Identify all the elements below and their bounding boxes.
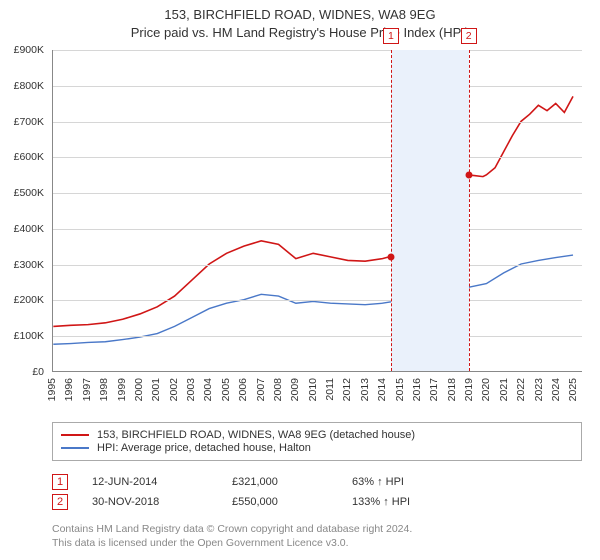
sale-marker-label: 1 xyxy=(383,28,399,44)
y-axis-label: £200K xyxy=(14,294,44,306)
gridline xyxy=(53,265,582,266)
x-axis-label: 1998 xyxy=(98,378,110,401)
x-axis-label: 2003 xyxy=(185,378,197,401)
y-axis-label: £600K xyxy=(14,151,44,163)
x-axis-label: 1995 xyxy=(46,378,58,401)
x-axis-label: 2004 xyxy=(202,378,214,401)
y-axis-label: £100K xyxy=(14,330,44,342)
x-axis-label: 2016 xyxy=(411,378,423,401)
x-axis-label: 2024 xyxy=(550,378,562,401)
gridline xyxy=(53,300,582,301)
x-axis-label: 2013 xyxy=(359,378,371,401)
y-axis-label: £900K xyxy=(14,44,44,56)
x-axis-label: 2020 xyxy=(480,378,492,401)
sale-marker-dot xyxy=(387,254,394,261)
sale-row: 2 30-NOV-2018 £550,000 133% ↑ HPI xyxy=(52,494,582,510)
y-axis-label: £300K xyxy=(14,259,44,271)
sale-price: £321,000 xyxy=(232,476,352,488)
sale-vline xyxy=(391,50,392,371)
legend-swatch xyxy=(61,447,89,449)
series-line-property xyxy=(53,96,573,326)
gridline xyxy=(53,193,582,194)
sale-hpi: 133% ↑ HPI xyxy=(352,496,472,508)
sale-row: 1 12-JUN-2014 £321,000 63% ↑ HPI xyxy=(52,474,582,490)
highlight-band xyxy=(391,50,469,371)
x-axis-label: 2014 xyxy=(376,378,388,401)
title-line-2: Price paid vs. HM Land Registry's House … xyxy=(0,24,600,42)
footer-line-2: This data is licensed under the Open Gov… xyxy=(52,536,582,550)
x-axis-label: 2006 xyxy=(237,378,249,401)
x-axis-label: 2000 xyxy=(133,378,145,401)
chart-container: 12 £0 £100K £200K £300K £400K £500K £600K £700K… xyxy=(0,44,600,414)
x-axis-label: 2017 xyxy=(428,378,440,401)
sale-date: 12-JUN-2014 xyxy=(92,476,232,488)
sale-marker-label: 2 xyxy=(461,28,477,44)
x-axis-label: 2011 xyxy=(324,378,336,401)
sales-list: 1 12-JUN-2014 £321,000 63% ↑ HPI 2 30-NO… xyxy=(52,470,582,514)
legend-label: 153, BIRCHFIELD ROAD, WIDNES, WA8 9EG (d… xyxy=(97,429,415,441)
x-axis-label: 2019 xyxy=(463,378,475,401)
x-axis-label: 2021 xyxy=(498,378,510,401)
x-axis-label: 1996 xyxy=(63,378,75,401)
legend-item: 153, BIRCHFIELD ROAD, WIDNES, WA8 9EG (d… xyxy=(61,429,573,441)
x-axis-label: 2022 xyxy=(515,378,527,401)
sale-marker-box: 2 xyxy=(52,494,68,510)
x-axis-label: 1999 xyxy=(116,378,128,401)
footer-line-1: Contains HM Land Registry data © Crown c… xyxy=(52,522,582,536)
sale-hpi: 63% ↑ HPI xyxy=(352,476,472,488)
gridline xyxy=(53,86,582,87)
x-axis-label: 2018 xyxy=(446,378,458,401)
sale-price: £550,000 xyxy=(232,496,352,508)
chart-title-block: 153, BIRCHFIELD ROAD, WIDNES, WA8 9EG Pr… xyxy=(0,0,600,42)
gridline xyxy=(53,122,582,123)
sale-marker-dot xyxy=(465,172,472,179)
gridline xyxy=(53,50,582,51)
chart-svg xyxy=(53,50,582,371)
x-axis-label: 2010 xyxy=(307,378,319,401)
gridline xyxy=(53,336,582,337)
legend-box: 153, BIRCHFIELD ROAD, WIDNES, WA8 9EG (d… xyxy=(52,422,582,461)
title-line-1: 153, BIRCHFIELD ROAD, WIDNES, WA8 9EG xyxy=(0,6,600,24)
x-axis-label: 2012 xyxy=(341,378,353,401)
gridline xyxy=(53,157,582,158)
x-axis-label: 1997 xyxy=(81,378,93,401)
x-axis-label: 2002 xyxy=(168,378,180,401)
footer-text: Contains HM Land Registry data © Crown c… xyxy=(52,522,582,550)
x-axis-label: 2001 xyxy=(150,378,162,401)
y-axis-label: £0 xyxy=(32,366,44,378)
sale-vline xyxy=(469,50,470,371)
x-axis-label: 2008 xyxy=(272,378,284,401)
x-axis-label: 2007 xyxy=(255,378,267,401)
x-axis-label: 2025 xyxy=(567,378,579,401)
sale-date: 30-NOV-2018 xyxy=(92,496,232,508)
y-axis-label: £800K xyxy=(14,80,44,92)
y-axis-label: £700K xyxy=(14,116,44,128)
legend-item: HPI: Average price, detached house, Halt… xyxy=(61,442,573,454)
sale-marker-box: 1 xyxy=(52,474,68,490)
y-axis-label: £400K xyxy=(14,223,44,235)
y-axis-label: £500K xyxy=(14,187,44,199)
x-axis-label: 2015 xyxy=(394,378,406,401)
x-axis-label: 2005 xyxy=(220,378,232,401)
x-axis-label: 2023 xyxy=(533,378,545,401)
legend-label: HPI: Average price, detached house, Halt… xyxy=(97,442,311,454)
legend-swatch xyxy=(61,434,89,436)
x-axis-label: 2009 xyxy=(289,378,301,401)
plot-area: 12 xyxy=(52,50,582,372)
gridline xyxy=(53,229,582,230)
